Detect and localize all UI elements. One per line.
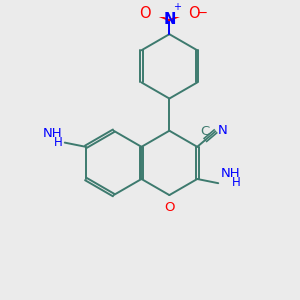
Text: O: O <box>188 6 200 21</box>
Text: O: O <box>139 6 151 21</box>
Text: O: O <box>164 201 175 214</box>
Text: N: N <box>218 124 228 137</box>
Text: N: N <box>163 12 176 27</box>
Text: H: H <box>232 176 240 189</box>
Text: NH: NH <box>220 167 240 180</box>
Text: −: − <box>196 7 208 20</box>
Text: C: C <box>200 125 209 138</box>
Text: NH: NH <box>43 127 62 140</box>
Text: +: + <box>173 2 181 12</box>
Text: H: H <box>54 136 62 149</box>
